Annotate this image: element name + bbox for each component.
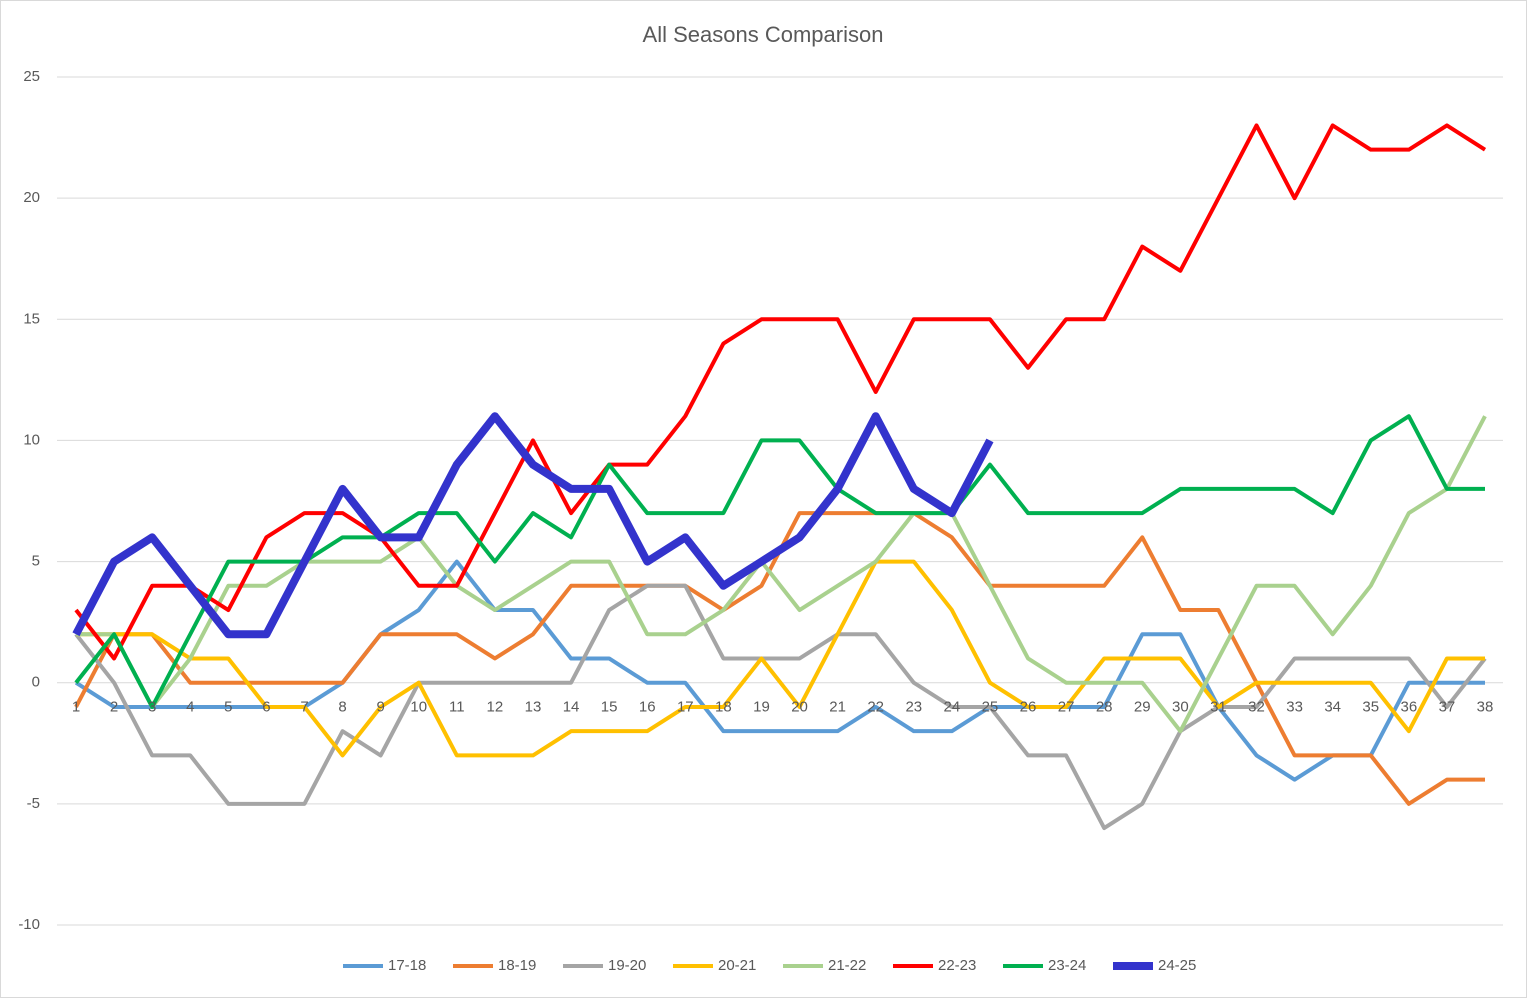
x-tick-label: 30 (1172, 699, 1189, 716)
legend-label: 23-24 (1048, 957, 1086, 974)
x-tick-label: 5 (224, 699, 232, 716)
x-tick-label: 13 (525, 699, 542, 716)
y-tick-label: -10 (18, 916, 40, 933)
x-tick-label: 31 (1210, 699, 1227, 716)
x-tick-label: 11 (449, 699, 465, 716)
y-tick-label: -5 (27, 795, 40, 812)
x-tick-label: 9 (376, 699, 384, 716)
x-tick-label: 16 (639, 699, 656, 716)
legend-label: 17-18 (388, 957, 426, 974)
x-tick-label: 23 (905, 699, 922, 716)
x-tick-label: 34 (1324, 699, 1341, 716)
y-tick-label: 25 (23, 68, 40, 85)
x-tick-label: 4 (186, 699, 194, 716)
x-tick-label: 22 (867, 699, 884, 716)
series-line (76, 415, 1487, 734)
y-tick-label: 15 (23, 310, 40, 327)
legend-label: 18-19 (498, 957, 536, 974)
y-tick-label: 10 (23, 431, 40, 448)
series-line (74, 583, 1487, 831)
x-tick-label: 17 (677, 699, 694, 716)
x-tick-label: 36 (1400, 699, 1417, 716)
x-tick-label: 18 (715, 699, 732, 716)
x-tick-label: 24 (944, 699, 961, 716)
series-line (72, 412, 994, 639)
x-tick-label: 3 (148, 699, 156, 716)
series-line (74, 123, 1487, 661)
x-tick-label: 20 (791, 699, 808, 716)
x-tick-label: 27 (1058, 699, 1075, 716)
legend-label: 22-23 (938, 957, 976, 974)
x-tick-label: 1 (72, 699, 80, 716)
x-tick-label: 26 (1020, 699, 1037, 716)
legend-label: 24-25 (1158, 957, 1196, 974)
x-tick-label: 15 (601, 699, 618, 716)
x-tick-label: 2 (110, 699, 118, 716)
y-tick-label: 5 (32, 553, 40, 570)
legend-label: 21-22 (828, 957, 866, 974)
x-tick-label: 19 (753, 699, 770, 716)
y-tick-label: 0 (32, 674, 40, 691)
x-tick-label: 6 (262, 699, 270, 716)
x-tick-label: 38 (1477, 699, 1494, 716)
x-tick-label: 7 (300, 699, 308, 716)
y-tick-label: 20 (23, 189, 40, 206)
x-tick-label: 29 (1134, 699, 1151, 716)
x-tick-label: 21 (829, 699, 846, 716)
x-tick-label: 8 (338, 699, 346, 716)
legend-label: 20-21 (718, 957, 756, 974)
series-line (74, 559, 1485, 782)
x-tick-label: 32 (1248, 699, 1265, 716)
x-tick-label: 25 (982, 699, 999, 716)
x-tick-label: 28 (1096, 699, 1113, 716)
x-tick-label: 14 (563, 699, 580, 716)
x-tick-label: 35 (1362, 699, 1379, 716)
legend-label: 19-20 (608, 957, 646, 974)
series-line (76, 559, 1485, 758)
x-tick-label: 33 (1286, 699, 1303, 716)
chart-title: All Seasons Comparison (643, 22, 884, 47)
x-tick-label: 12 (487, 699, 504, 716)
x-tick-label: 10 (410, 699, 427, 716)
x-tick-label: 37 (1439, 699, 1456, 716)
